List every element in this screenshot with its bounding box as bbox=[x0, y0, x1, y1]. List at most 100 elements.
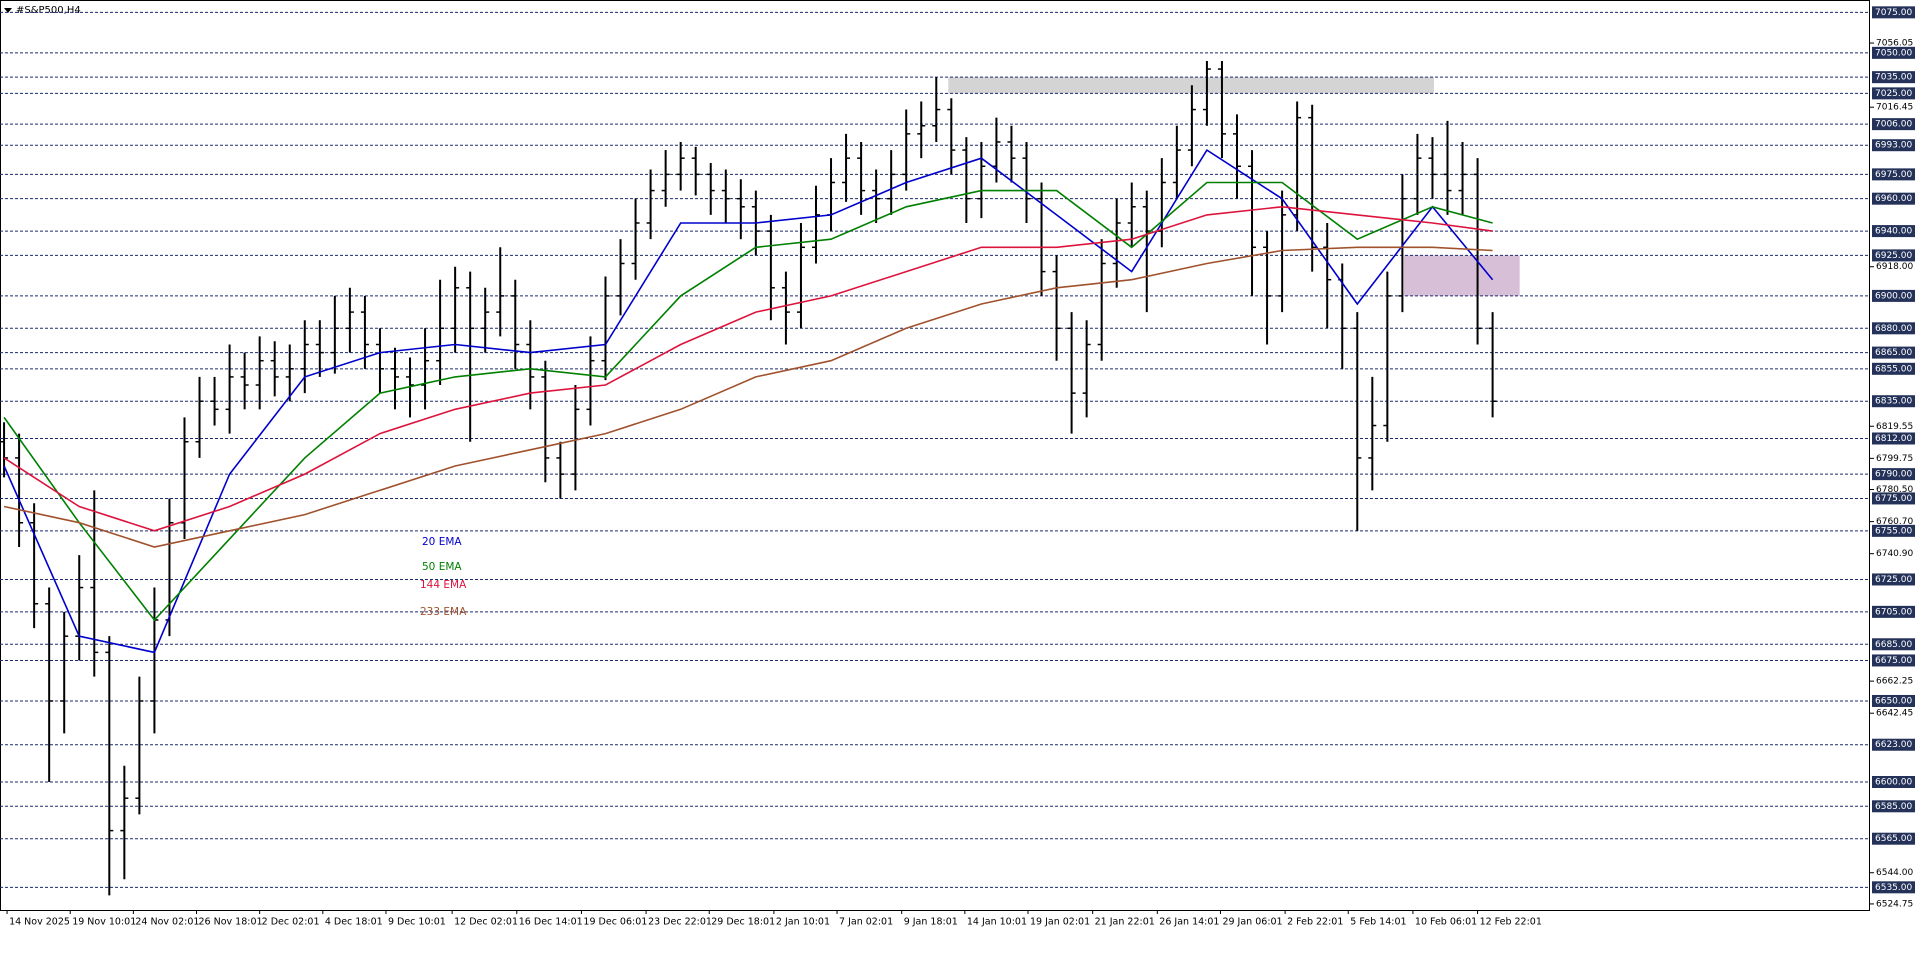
level-label: 6685.00 bbox=[1875, 640, 1912, 650]
level-label: 6855.00 bbox=[1875, 364, 1912, 374]
legend-label: 144 EMA bbox=[420, 579, 467, 591]
level-label-box bbox=[1872, 118, 1915, 131]
x-tick-label: 26 Nov 18:01 bbox=[199, 917, 263, 928]
x-tick-label: 12 Dec 02:01 bbox=[454, 917, 518, 928]
level-label: 7025.00 bbox=[1875, 89, 1912, 99]
level-label: 6960.00 bbox=[1875, 194, 1912, 204]
level-label: 6835.00 bbox=[1875, 397, 1912, 407]
y-tick-label: 6780.50 bbox=[1876, 485, 1913, 495]
x-tick-label: 2 Feb 22:01 bbox=[1287, 917, 1343, 928]
x-tick-label: 7 Jan 02:01 bbox=[839, 917, 893, 928]
y-tick-label: 6918.00 bbox=[1876, 262, 1913, 272]
y-tick-label: 6642.45 bbox=[1876, 709, 1913, 719]
level-label-box bbox=[1872, 654, 1915, 667]
level-label: 6925.00 bbox=[1875, 251, 1912, 261]
level-label-box bbox=[1872, 225, 1915, 238]
chart-title: #S&P500,H4 bbox=[16, 5, 81, 16]
level-label: 6775.00 bbox=[1875, 494, 1912, 504]
level-label: 6940.00 bbox=[1875, 227, 1912, 237]
menu-arrow[interactable] bbox=[4, 8, 12, 13]
y-tick-label: 7016.45 bbox=[1876, 103, 1913, 113]
level-label-box bbox=[1872, 605, 1915, 618]
y-tick-label: 7056.05 bbox=[1876, 39, 1913, 49]
level-label: 6535.00 bbox=[1875, 883, 1912, 893]
ema-line bbox=[3, 205, 1493, 532]
x-tick-label: 19 Nov 10:01 bbox=[72, 917, 136, 928]
level-label: 6650.00 bbox=[1875, 696, 1912, 706]
level-label-box bbox=[1872, 775, 1915, 788]
level-label-box bbox=[1872, 192, 1915, 205]
level-label-box bbox=[1872, 881, 1915, 894]
level-label-box bbox=[1872, 832, 1915, 845]
x-tick-label: 26 Jan 14:01 bbox=[1159, 917, 1219, 928]
level-label: 6675.00 bbox=[1875, 656, 1912, 666]
x-tick-label: 24 Nov 02:01 bbox=[135, 917, 199, 928]
legend-label: 20 EMA bbox=[422, 536, 462, 548]
level-label-box bbox=[1872, 468, 1915, 481]
legend-label: 50 EMA bbox=[422, 561, 462, 573]
level-label-box bbox=[1872, 362, 1915, 375]
x-tick-label: 2 Jan 10:01 bbox=[776, 917, 830, 928]
level-label-box bbox=[1872, 432, 1915, 445]
level-label: 6975.00 bbox=[1875, 170, 1912, 180]
legend-label: 233 EMA bbox=[420, 606, 467, 618]
x-tick-label: 5 Feb 14:01 bbox=[1350, 917, 1406, 928]
x-tick-label: 23 Dec 22:01 bbox=[648, 917, 712, 928]
level-label-box bbox=[1872, 289, 1915, 302]
level-label-box bbox=[1872, 524, 1915, 537]
x-tick-label: 2 Dec 02:01 bbox=[262, 917, 320, 928]
y-tick-label: 6544.00 bbox=[1876, 868, 1913, 878]
x-tick-label: 29 Dec 18:01 bbox=[711, 917, 775, 928]
level-label: 6623.00 bbox=[1875, 740, 1912, 750]
level-label: 6600.00 bbox=[1875, 777, 1912, 787]
ema-line bbox=[3, 181, 1493, 622]
level-label: 6993.00 bbox=[1875, 141, 1912, 151]
level-label-box bbox=[1872, 395, 1915, 408]
level-label-box bbox=[1872, 46, 1915, 59]
level-label-box bbox=[1872, 800, 1915, 813]
x-tick-label: 9 Jan 18:01 bbox=[904, 917, 958, 928]
level-label: 7075.00 bbox=[1875, 8, 1912, 18]
level-label: 6790.00 bbox=[1875, 470, 1912, 480]
level-label: 6865.00 bbox=[1875, 348, 1912, 358]
level-label: 6880.00 bbox=[1875, 324, 1912, 334]
level-label-box bbox=[1872, 87, 1915, 100]
y-tick-label: 6799.75 bbox=[1876, 454, 1913, 464]
level-label-box bbox=[1872, 322, 1915, 335]
level-label-box bbox=[1872, 346, 1915, 359]
level-label-box bbox=[1872, 738, 1915, 751]
x-tick-label: 19 Jan 02:01 bbox=[1030, 917, 1090, 928]
x-tick-label: 29 Jan 06:01 bbox=[1222, 917, 1282, 928]
y-tick-label: 6662.25 bbox=[1876, 677, 1913, 687]
level-label: 7050.00 bbox=[1875, 48, 1912, 58]
x-tick-label: 14 Nov 2025 bbox=[9, 917, 70, 928]
x-tick-label: 16 Dec 14:01 bbox=[519, 917, 583, 928]
level-label: 7006.00 bbox=[1875, 120, 1912, 130]
y-tick-label: 6819.55 bbox=[1876, 422, 1913, 432]
y-tick-label: 6524.75 bbox=[1876, 899, 1913, 909]
y-tick-label: 6760.70 bbox=[1876, 517, 1913, 527]
x-tick-label: 19 Dec 06:01 bbox=[583, 917, 647, 928]
level-label-box bbox=[1872, 573, 1915, 586]
level-label: 7035.00 bbox=[1875, 73, 1912, 83]
level-label-box bbox=[1872, 638, 1915, 651]
level-label-box bbox=[1872, 168, 1915, 181]
level-label: 6585.00 bbox=[1875, 802, 1912, 812]
ema-line bbox=[3, 246, 1493, 548]
level-label-box bbox=[1872, 249, 1915, 262]
x-tick-label: 14 Jan 10:01 bbox=[967, 917, 1027, 928]
level-label: 6812.00 bbox=[1875, 434, 1912, 444]
level-label-box bbox=[1872, 139, 1915, 152]
level-label: 6900.00 bbox=[1875, 291, 1912, 301]
y-tick-label: 6740.90 bbox=[1876, 549, 1913, 559]
level-label: 6755.00 bbox=[1875, 526, 1912, 536]
x-tick-label: 4 Dec 18:01 bbox=[325, 917, 383, 928]
level-label-box bbox=[1872, 6, 1915, 19]
x-tick-label: 9 Dec 10:01 bbox=[388, 917, 446, 928]
zone bbox=[1403, 255, 1520, 296]
x-tick-label: 10 Feb 06:01 bbox=[1415, 917, 1477, 928]
x-tick-label: 12 Feb 22:01 bbox=[1480, 917, 1542, 928]
level-label: 6705.00 bbox=[1875, 607, 1912, 617]
plot-frame bbox=[0, 0, 1870, 911]
